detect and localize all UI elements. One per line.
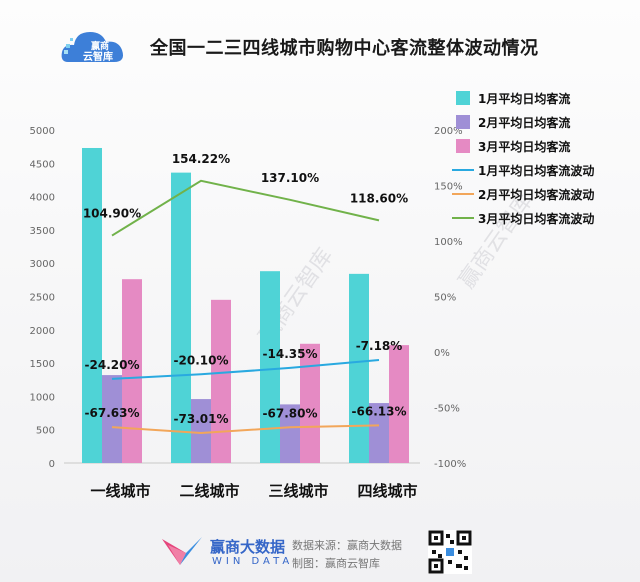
x-category-label: 四线城市 xyxy=(357,482,417,500)
data-source: 数据来源：赢商大数据 xyxy=(292,539,402,552)
right-y-tick-label: 50% xyxy=(434,293,456,304)
data-label-2-4: -66.13% xyxy=(352,404,407,418)
qr-code-icon xyxy=(428,530,472,574)
data-label-2-1: -67.63% xyxy=(85,406,140,420)
data-label-3-4: 118.60% xyxy=(350,191,408,205)
x-category-label: 三线城市 xyxy=(268,482,328,500)
right-y-tick-label: 0% xyxy=(434,348,450,359)
footer-brand: 赢商大数据 xyxy=(210,538,286,556)
bar-2-2 xyxy=(191,399,211,463)
data-label-3-3: 137.10% xyxy=(261,171,319,185)
left-y-tick-label: 2500 xyxy=(30,293,55,304)
right-y-tick-label: 200% xyxy=(434,126,463,137)
left-y-tick-label: 2000 xyxy=(30,326,55,337)
legend-swatch-3 xyxy=(456,139,470,153)
left-y-tick-label: 1000 xyxy=(30,392,55,403)
legend-label-5: 2月平均日均客流波动 xyxy=(478,187,594,202)
legend-swatch-2 xyxy=(456,115,470,129)
legend-label-1: 1月平均日均客流 xyxy=(478,91,570,106)
bar-2-3 xyxy=(280,404,300,463)
data-label-1-2: -20.10% xyxy=(174,353,229,367)
bar-3-4 xyxy=(389,345,409,463)
left-y-tick-label: 0 xyxy=(49,459,55,470)
bar-1-3 xyxy=(260,271,280,463)
left-y-tick-label: 3000 xyxy=(30,259,55,270)
bar-2-1 xyxy=(102,375,122,463)
legend-label-3: 3月平均日均客流 xyxy=(478,139,570,154)
series-line-3 xyxy=(111,179,380,237)
brand-logo: 赢商 云智库 xyxy=(60,24,128,70)
left-y-tick-label: 5000 xyxy=(30,126,55,137)
x-category-label: 二线城市 xyxy=(179,482,239,500)
chart-maker: 制图：赢商云智库 xyxy=(292,557,380,570)
data-label-2-2: -73.01% xyxy=(174,412,229,426)
logo-text-1: 赢商 xyxy=(91,40,109,52)
left-y-tick-label: 4500 xyxy=(30,159,55,170)
legend-swatch-1 xyxy=(456,91,470,105)
left-y-tick-label: 500 xyxy=(36,426,55,437)
series-line-2 xyxy=(111,424,380,435)
right-y-tick-label: 100% xyxy=(434,237,463,248)
bar-1-1 xyxy=(82,147,102,463)
data-label-3-2: 154.22% xyxy=(172,152,230,166)
left-y-tick-label: 4000 xyxy=(30,193,55,204)
bar-1-2 xyxy=(171,172,191,463)
logo-text-2: 云智库 xyxy=(83,50,113,63)
bar-3-2 xyxy=(211,299,231,463)
right-y-tick-label: -50% xyxy=(434,404,460,415)
left-y-tick-label: 3500 xyxy=(30,226,55,237)
left-y-tick-label: 1500 xyxy=(30,359,55,370)
footer-brand-en: WIN DATA xyxy=(212,556,294,567)
series-line-1 xyxy=(111,358,380,380)
right-y-tick-label: 150% xyxy=(434,182,463,193)
bar-3-1 xyxy=(122,279,142,463)
x-category-label: 一线城市 xyxy=(90,482,150,500)
legend-label-6: 3月平均日均客流波动 xyxy=(478,211,594,226)
data-label-3-1: 104.90% xyxy=(83,207,141,221)
right-y-tick-label: -100% xyxy=(434,459,466,470)
data-label-1-3: -14.35% xyxy=(263,347,318,361)
legend-label-2: 2月平均日均客流 xyxy=(478,115,570,130)
legend-label-4: 1月平均日均客流波动 xyxy=(478,163,594,178)
chart-title: 全国一二三四线城市购物中心客流整体波动情况 xyxy=(150,38,539,59)
data-label-1-1: -24.20% xyxy=(85,358,140,372)
bar-2-4 xyxy=(369,403,389,463)
data-label-1-4: -7.18% xyxy=(356,339,403,353)
wind-data-logo-icon xyxy=(162,537,202,565)
bar-1-4 xyxy=(349,273,369,463)
data-label-2-3: -67.80% xyxy=(263,406,318,420)
bar-3-3 xyxy=(300,343,320,463)
watermark-text: 赢商云智库 xyxy=(454,189,538,293)
